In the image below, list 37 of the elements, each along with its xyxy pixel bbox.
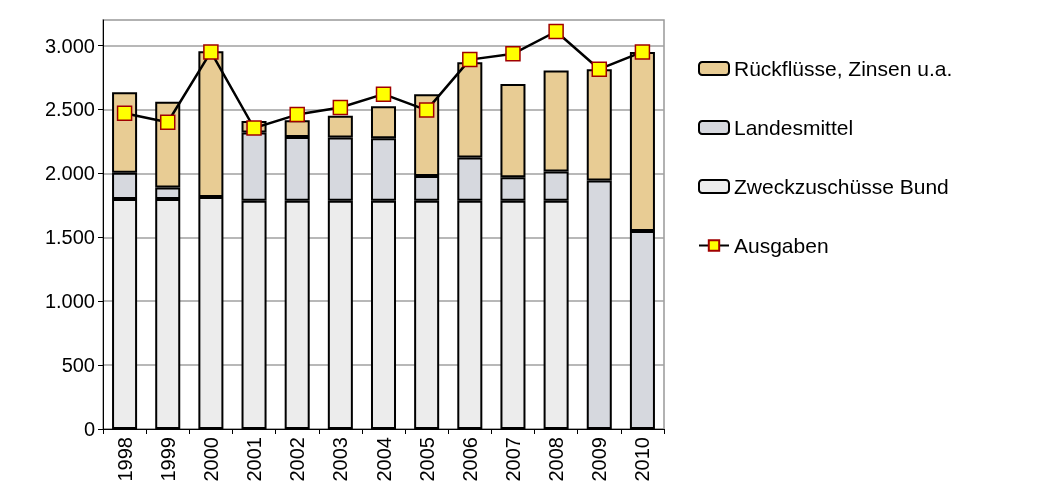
x-tick-label: 2001: [243, 437, 266, 482]
x-tick-label: 2004: [372, 437, 395, 482]
y-tick-label: 0: [83, 418, 95, 440]
point: [634, 44, 651, 60]
legend-label: Rückflüsse, Zinsen u.a.: [734, 57, 953, 80]
x-tick-label: 2006: [458, 437, 481, 482]
point: [246, 120, 262, 136]
x-tick-label: 2005: [415, 437, 438, 482]
x-tick-label: 2008: [545, 437, 568, 482]
x-tick-label: 2000: [199, 437, 222, 482]
point: [462, 51, 478, 68]
point: [418, 102, 435, 118]
legend-label: Ausgaben: [734, 234, 829, 257]
legend-label: Zweckzuschüsse Bund: [734, 175, 949, 198]
y-tick-label: 3.000: [44, 34, 95, 57]
point: [203, 44, 219, 60]
x-tick-label: 2003: [329, 437, 352, 482]
x-tick-label: 2007: [501, 437, 524, 482]
point: [332, 99, 349, 116]
point: [159, 114, 176, 130]
legend-label: Landesmittel: [734, 116, 854, 139]
x-tick-label: 1998: [113, 437, 136, 482]
x-tick-label: 2009: [588, 437, 611, 482]
point: [375, 86, 392, 102]
point: [548, 23, 564, 40]
x-tick-label: 2010: [631, 437, 654, 482]
y-tick-label: 2.500: [44, 98, 95, 121]
point: [591, 61, 608, 77]
y-tick-label: 1.500: [44, 226, 95, 249]
y-tick-label: 500: [61, 354, 95, 377]
y-tick-label: 2.000: [44, 162, 95, 185]
x-tick-label: 2002: [286, 437, 309, 482]
x-tick-label: 1999: [156, 437, 179, 482]
point: [289, 106, 305, 123]
point: [116, 105, 133, 122]
y-tick-label: 1.000: [44, 290, 95, 313]
point: [505, 46, 521, 62]
